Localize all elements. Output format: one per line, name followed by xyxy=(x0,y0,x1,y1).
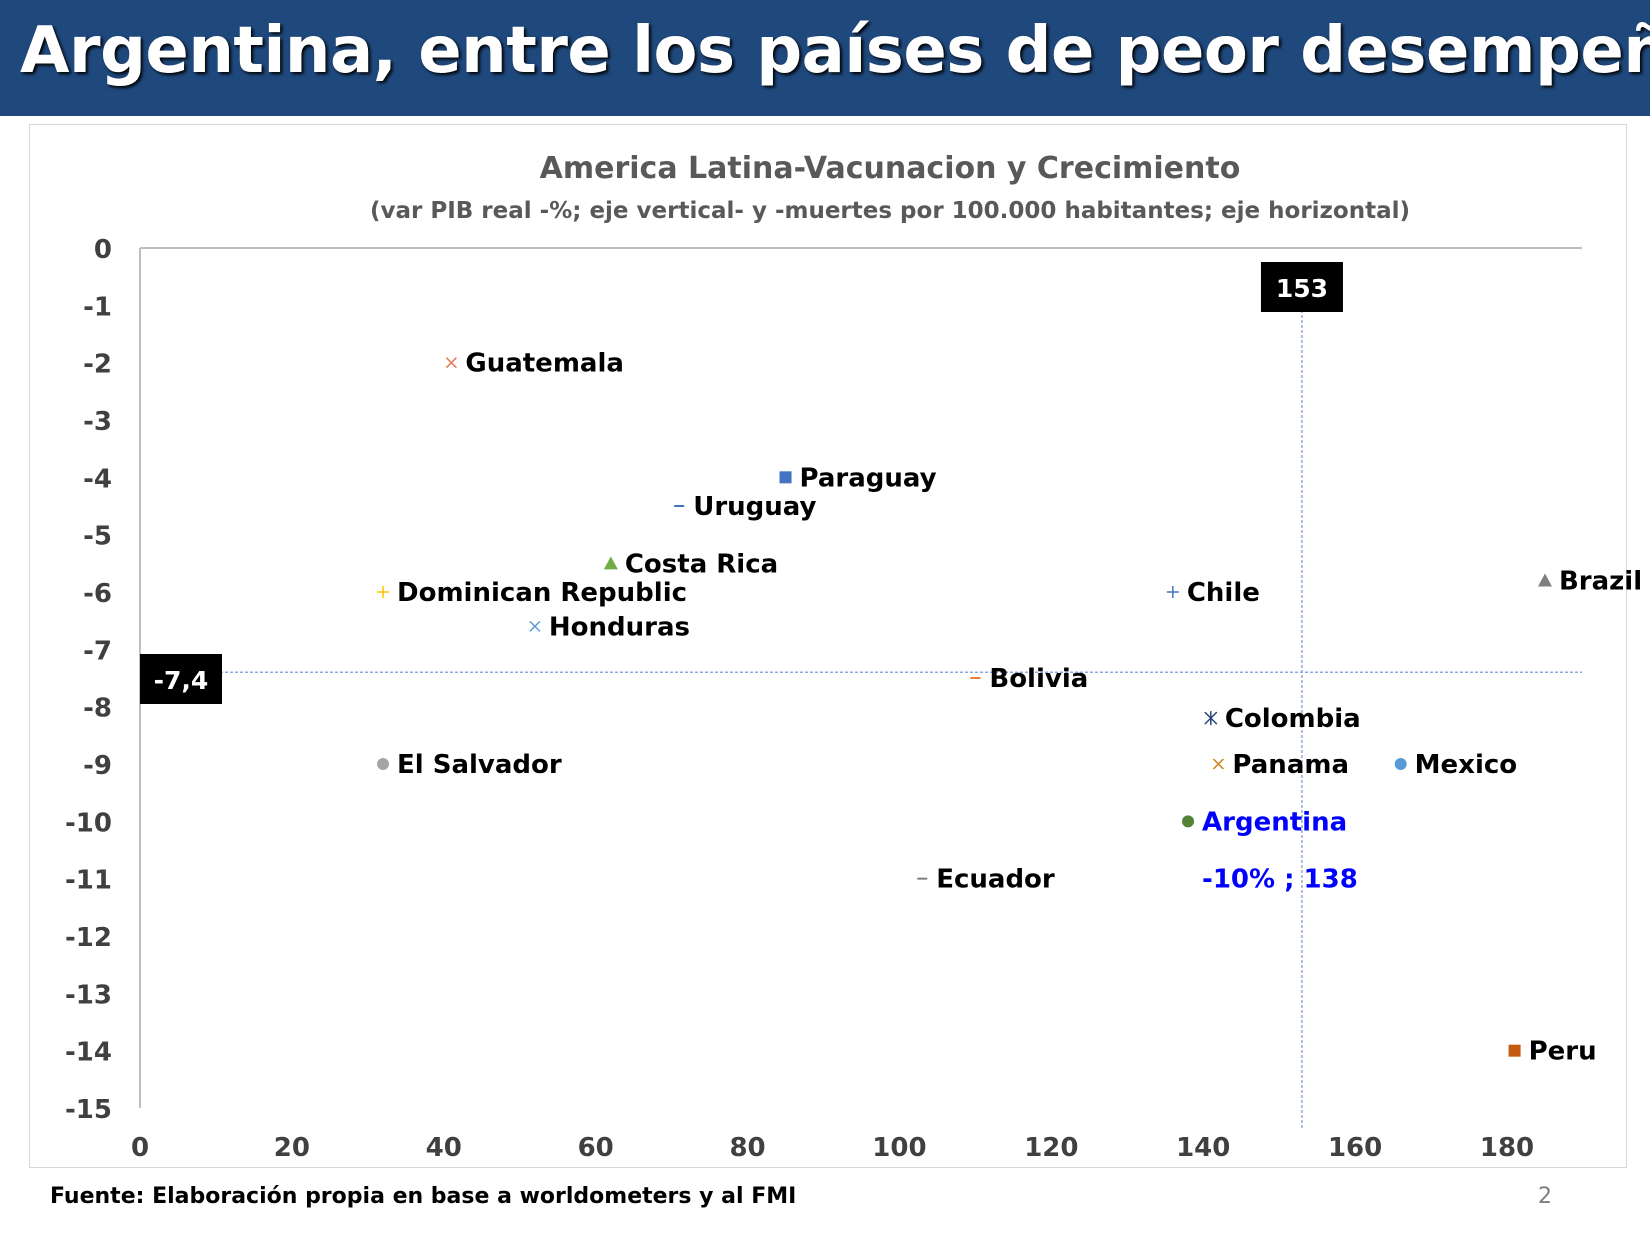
horizontal-reference-label-box xyxy=(140,654,222,704)
point-panama xyxy=(1212,758,1224,770)
chart-subtitle: (var PIB real -%; eje vertical- y -muert… xyxy=(370,198,1410,224)
x-tick-label: 180 xyxy=(1480,1133,1534,1163)
x-tick-label: 40 xyxy=(426,1133,462,1163)
label-costa-rica: Costa Rica xyxy=(625,549,778,579)
x-tick-label: 80 xyxy=(729,1133,765,1163)
label-peru: Peru xyxy=(1529,1037,1597,1067)
point-paraguay xyxy=(779,471,792,484)
slide-title: Argentina, entre los países de peor dese… xyxy=(20,14,1650,88)
x-tick-label: 120 xyxy=(1024,1133,1078,1163)
header-band xyxy=(0,0,1650,116)
chart-frame xyxy=(29,124,1627,1168)
point-peru xyxy=(1508,1044,1521,1057)
label-ecuador: Ecuador xyxy=(936,865,1055,895)
x-tick-label: 20 xyxy=(274,1133,310,1163)
point-argentina xyxy=(1182,815,1195,828)
x-tick-label: 100 xyxy=(872,1133,926,1163)
vertical-reference-label-box xyxy=(1260,262,1343,312)
label-guatemala: Guatemala xyxy=(465,349,624,379)
vertical-reference-label: 153 xyxy=(1276,274,1328,303)
y-tick-label: -14 xyxy=(65,1038,112,1068)
label-chile: Chile xyxy=(1187,578,1260,608)
y-tick-label: -6 xyxy=(83,579,112,609)
point-colombia xyxy=(1204,711,1218,726)
y-tick-label: -11 xyxy=(65,866,112,896)
label-paraguay: Paraguay xyxy=(800,463,937,493)
chart-title: America Latina-Vacunacion y Crecimiento xyxy=(540,151,1241,186)
label-bolivia: Bolivia xyxy=(989,664,1088,694)
x-tick-label: 0 xyxy=(131,1133,149,1163)
y-tick-label: -10 xyxy=(65,808,112,838)
label-el-salvador: El Salvador xyxy=(397,750,562,780)
y-tick-label: -7 xyxy=(83,636,112,666)
point-el-salvador xyxy=(377,758,390,770)
y-tick-label: -1 xyxy=(83,292,112,322)
point-brazil xyxy=(1537,573,1552,587)
y-tick-label: -9 xyxy=(83,751,112,781)
label-uruguay: Uruguay xyxy=(693,492,816,522)
label-honduras: Honduras xyxy=(549,612,690,642)
point-chile xyxy=(1166,586,1179,598)
y-tick-label: -5 xyxy=(83,522,112,552)
point-guatemala xyxy=(445,357,457,369)
source-note: Fuente: Elaboración propia en base a wor… xyxy=(50,1184,797,1209)
y-tick-label: -3 xyxy=(83,407,112,437)
label-brazil: Brazil xyxy=(1559,567,1642,597)
point-costa-rica xyxy=(603,556,618,570)
label-dominican-republic: Dominican Republic xyxy=(397,578,687,608)
label-mexico: Mexico xyxy=(1415,750,1517,780)
horizontal-reference-label: -7,4 xyxy=(154,666,209,695)
label-colombia: Colombia xyxy=(1225,704,1361,734)
argentina-annotation: -10% ; 138 xyxy=(1202,864,1358,894)
y-tick-label: -15 xyxy=(65,1095,112,1125)
y-tick-label: -12 xyxy=(65,923,112,953)
axes: 0 -1 -2 -3 -4 -5 -6 -7 -8 -9 -10 -11 -12 -13 -14 -15 0 20… xyxy=(65,235,1582,1163)
y-tick-label: -8 xyxy=(83,694,112,724)
x-tick-label: 60 xyxy=(578,1133,614,1163)
point-mexico xyxy=(1394,758,1407,770)
page-number: 2 xyxy=(1538,1184,1552,1209)
reference-lines: 153 -7,4 xyxy=(140,262,1582,1128)
label-argentina: Argentina xyxy=(1202,807,1347,837)
y-tick-label: -2 xyxy=(83,350,112,380)
y-tick-label: -4 xyxy=(83,464,112,494)
x-tick-label: 140 xyxy=(1176,1133,1230,1163)
point-honduras xyxy=(529,620,541,632)
y-tick-label: -13 xyxy=(65,980,112,1010)
y-tick-label: 0 xyxy=(94,235,112,265)
point-dominican-republic xyxy=(377,586,390,598)
label-panama: Panama xyxy=(1232,750,1349,780)
x-tick-label: 160 xyxy=(1328,1133,1382,1163)
